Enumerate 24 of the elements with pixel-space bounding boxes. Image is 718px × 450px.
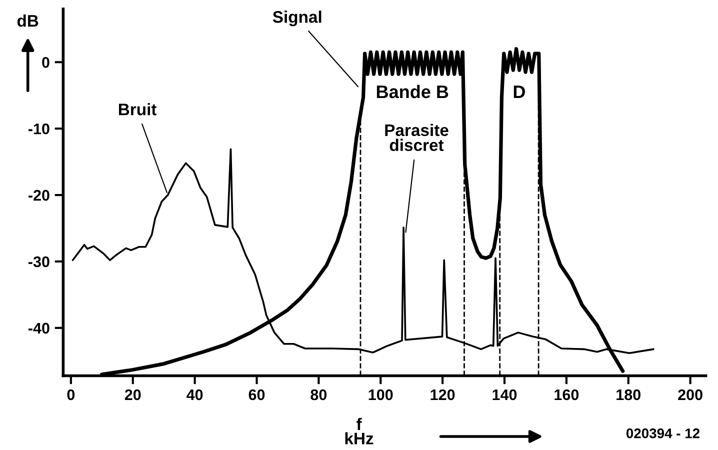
x-tick-label: 100 [368,389,393,400]
annotation: Signal [272,10,322,26]
y-tick-label: -10 [28,123,50,134]
x-tick-label: 180 [616,389,640,400]
x-tick-label: 120 [430,389,455,400]
x-tick-label: 0 [67,389,75,400]
x-tick-label: 140 [492,389,517,400]
annotation: D [514,86,525,98]
x-tick-label: 60 [248,389,265,400]
annotation: Parasite discret [385,124,448,152]
y-tick-label: -30 [28,256,50,268]
y-tick-label: -20 [28,190,50,201]
y-axis-title: dB [17,14,38,27]
x-tick-label: 160 [554,389,579,400]
x-tick-label: 80 [310,389,327,400]
x-tick-label: 40 [186,389,203,400]
x-tick-label: 20 [124,389,141,400]
annotation: Bruit [118,103,157,116]
x-axis-title: f kHz [345,418,374,444]
y-tick-label: -40 [28,322,50,334]
text: 020394 - 12 [626,428,700,438]
y-tick-label: 0 [42,57,50,68]
annotation: Bande B [376,84,448,98]
x-tick-label: 200 [678,389,702,400]
